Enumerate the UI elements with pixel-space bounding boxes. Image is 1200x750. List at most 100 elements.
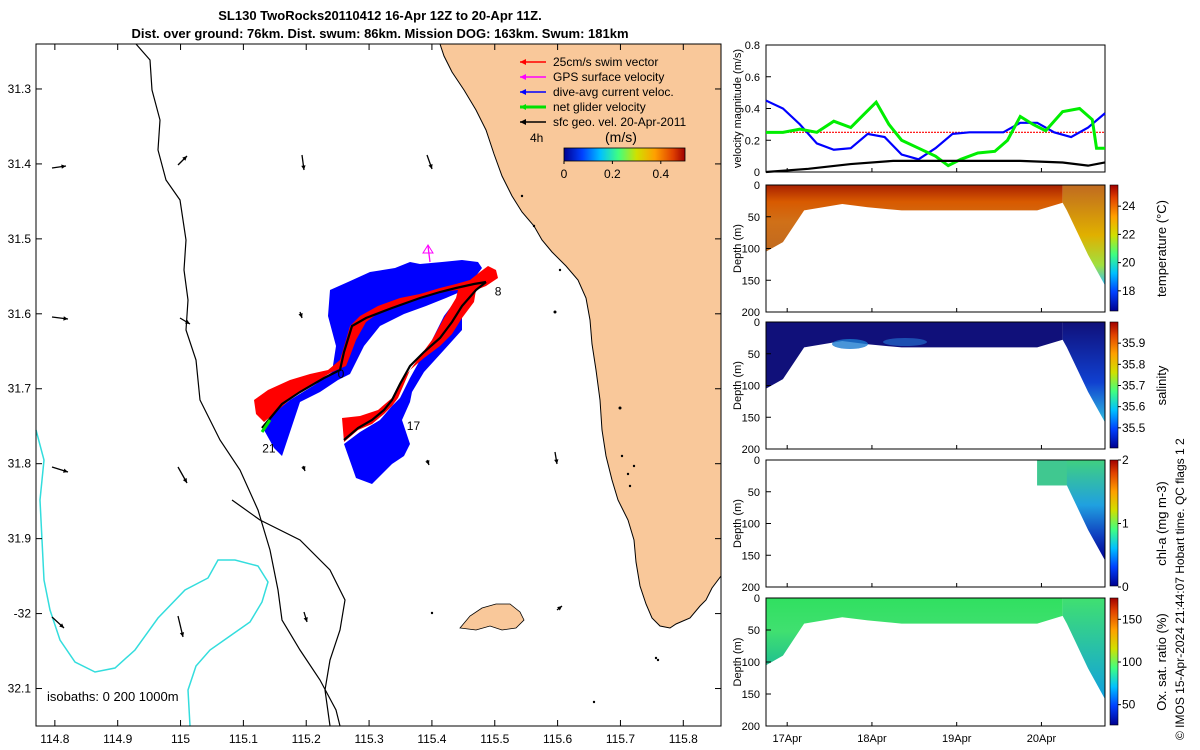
colorbar-tick-label: 0	[561, 167, 568, 181]
geo-velocity-arrowhead	[554, 459, 559, 464]
geo-velocity-arrowhead	[301, 466, 306, 471]
map-y-tick-label: 32.1	[8, 682, 32, 696]
isobath-200m	[135, 43, 341, 727]
map-x-tick-label: 115.3	[355, 732, 384, 746]
depth-tick-label: 150	[742, 412, 760, 424]
heatmap-surface-patch	[1037, 460, 1067, 486]
map-y-tick-label: 31.5	[8, 232, 32, 246]
title-line-1: SL130 TwoRocks20110412 16-Apr 12Z to 20-…	[218, 8, 542, 23]
map-x-tick-label: 114.8	[40, 732, 69, 746]
heatmap-colorbar	[1109, 321, 1119, 449]
map-panel: 0 21 17 8 114.8 114.9 115 115.1 115.2 115.3 115.4…	[8, 43, 722, 746]
colorbar-tick-label: 150	[1122, 612, 1142, 626]
geo-velocity-arrowhead	[428, 164, 433, 169]
map-y-tick-label: 31.7	[8, 382, 32, 396]
colorbar-tick-label: 35.7	[1122, 379, 1146, 393]
map-x-tick-label: 115.7	[606, 732, 635, 746]
colorbar-tick-label: 0.2	[604, 167, 621, 181]
isobath-1000m	[35, 429, 269, 727]
depth-tick-label: 100	[742, 244, 760, 256]
time-scale-label: 4h	[530, 131, 543, 145]
depth-axis-label: Depth (m)	[732, 224, 744, 273]
glider-track: 0 21 17 8	[254, 244, 502, 484]
colorbar-label: Ox. sat. ratio (%)	[1154, 613, 1169, 711]
legend-arrowhead	[520, 74, 526, 80]
heatmap-colorbar	[1109, 184, 1119, 312]
legend-label: GPS surface velocity	[553, 70, 664, 84]
track-day-label: 17	[407, 419, 421, 433]
depth-tick-label: 150	[742, 689, 760, 701]
depth-tick-label: 0	[754, 317, 760, 329]
depth-tick-label: 50	[748, 487, 760, 499]
island-land	[459, 603, 525, 631]
net-glider-velocity-marker	[260, 419, 272, 433]
depth-tick-label: 200	[742, 582, 760, 594]
colorbar-label: salinity	[1154, 365, 1169, 405]
current-velocity-fan	[264, 260, 482, 484]
velocity-y-tick-label: 0.4	[745, 104, 760, 116]
legend-label: 25cm/s swim vector	[553, 55, 658, 69]
time-tick-label: 20Apr	[1027, 733, 1057, 745]
geo-velocity-arrowhead	[557, 606, 562, 611]
islets	[430, 194, 660, 704]
glider-track-line	[261, 280, 487, 429]
map-x-tick-label: 114.9	[103, 732, 132, 746]
map-y-tick-label: 31.4	[8, 157, 32, 171]
isobath-200m-inner	[231, 499, 346, 727]
colorbar-tick-label: 2	[1122, 453, 1129, 467]
map-x-axis: 114.8 114.9 115 115.1 115.2 115.3 115.4 115.5 11…	[40, 44, 698, 746]
geo-velocity-arrowhead	[182, 156, 187, 161]
legend-arrowhead	[520, 89, 526, 95]
colorbar-tick-label: 22	[1122, 227, 1136, 241]
heatmap-anomaly	[832, 339, 868, 349]
colorbar-tick-label: 20	[1122, 256, 1136, 270]
depth-tick-label: 50	[748, 349, 760, 361]
depth-tick-label: 200	[742, 444, 760, 456]
depth-axis-label: Depth (m)	[732, 499, 744, 548]
colorbar-tick-label: 35.5	[1122, 421, 1146, 435]
time-tick-label: 17Apr	[773, 733, 803, 745]
depth-tick-label: 100	[742, 381, 760, 393]
heatmap-section-tail	[1062, 185, 1105, 286]
colorbar-tick-label: 35.8	[1122, 357, 1146, 371]
depth-tick-label: 50	[748, 212, 760, 224]
geo-velocity-arrowhead	[185, 319, 190, 324]
coastline-land	[439, 43, 722, 629]
legend-label: dive-avg current veloc.	[553, 85, 674, 99]
velocity-series-line	[766, 99, 1105, 168]
time-tick-label: 19Apr	[942, 733, 972, 745]
velocity-series-line	[765, 159, 1106, 174]
time-tick-label: 18Apr	[857, 733, 887, 745]
map-x-tick-label: 115.8	[669, 732, 698, 746]
geo-velocity-arrowhead	[425, 460, 430, 465]
velocity-plot-area	[765, 44, 1106, 173]
colorbar-tick-label: 100	[1122, 655, 1142, 669]
depth-axis-label: Depth (m)	[732, 361, 744, 410]
heatmap-section-body	[766, 185, 1063, 252]
velocity-y-tick-label: 0.8	[745, 40, 760, 52]
colorbar-tick-label: 1	[1122, 517, 1129, 531]
speed-colorbar	[563, 147, 686, 162]
map-x-tick-label: 115	[171, 732, 190, 746]
colorbar-unit: (m/s)	[605, 129, 637, 145]
track-day-label: 21	[262, 442, 276, 456]
colorbar-tick-label: 35.6	[1122, 400, 1146, 414]
colorbar-tick-label: 50	[1122, 698, 1136, 712]
gps-velocity-arrowhead	[422, 244, 434, 254]
legend-arrowhead	[520, 104, 526, 110]
map-x-tick-label: 115.2	[292, 732, 321, 746]
map-y-tick-label: 31.8	[8, 457, 32, 471]
legend-label: net glider velocity	[553, 100, 646, 114]
heatmap-anomaly	[883, 338, 927, 346]
geo-velocity-arrowhead	[301, 165, 306, 170]
heatmap-section-body	[766, 598, 1063, 666]
map-y-tick-label: 31.9	[8, 532, 32, 546]
geo-velocity-arrowhead	[179, 632, 185, 637]
colorbar-tick-label: 18	[1122, 284, 1136, 298]
map-y-tick-label: 31.3	[8, 82, 32, 96]
track-day-label: 8	[495, 284, 502, 298]
heatmap-colorbar	[1109, 459, 1119, 587]
depth-tick-label: 100	[742, 657, 760, 669]
map-y-tick-label: -32	[14, 607, 32, 621]
